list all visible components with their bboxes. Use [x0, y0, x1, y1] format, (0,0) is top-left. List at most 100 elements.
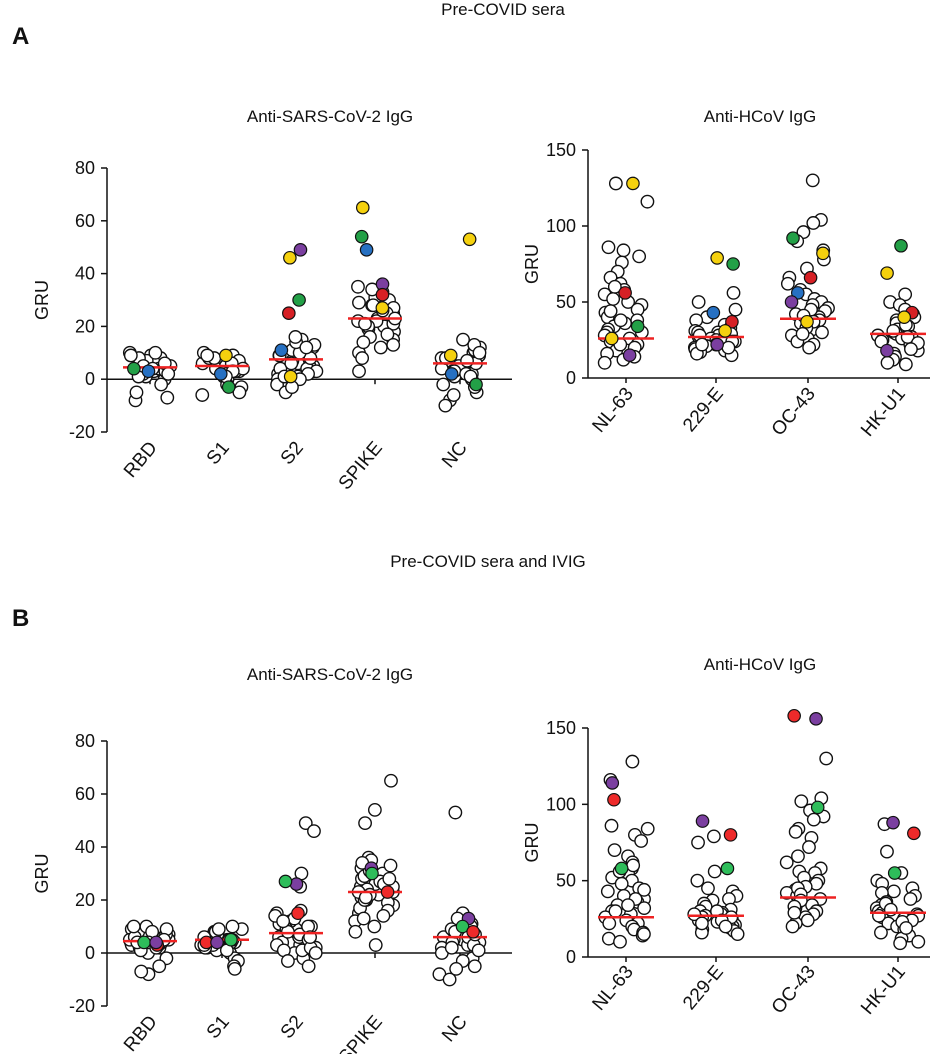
data-point	[726, 285, 741, 300]
highlight-point-yellow	[355, 200, 370, 215]
category-label: S2	[277, 1012, 308, 1043]
data-point	[718, 919, 733, 934]
category-label: NL-63	[588, 384, 637, 437]
category-label: RBD	[120, 1012, 162, 1054]
category-label: OC-43	[768, 384, 820, 440]
data-point	[351, 279, 365, 294]
data-point	[358, 816, 372, 831]
data-point	[299, 340, 314, 355]
highlight-point-purple	[886, 815, 900, 830]
highlight-point-green	[630, 319, 645, 334]
highlight-point-red	[282, 306, 296, 320]
y-tick-label: 100	[546, 216, 576, 236]
data-point	[386, 337, 401, 352]
data-point	[301, 959, 316, 974]
highlight-point-red	[380, 885, 395, 899]
y-tick-label: 50	[556, 292, 576, 312]
highlight-point-green	[894, 238, 908, 253]
y-axis-label: GRU	[522, 244, 542, 284]
highlight-point-yellow	[816, 246, 830, 261]
y-axis-label: GRU	[522, 823, 542, 863]
y-tick-label: 150	[546, 140, 576, 160]
y-tick-label: 100	[546, 794, 576, 814]
highlight-point-red	[466, 924, 480, 939]
data-point	[352, 295, 366, 310]
panel-letter-a: A	[12, 23, 29, 50]
highlight-point-yellow	[462, 232, 477, 247]
category-label: 229-E	[679, 384, 728, 436]
y-tick-label: -20	[69, 422, 95, 442]
highlight-point-purple	[695, 814, 710, 828]
data-point	[886, 323, 901, 338]
highlight-point-purple	[784, 295, 799, 309]
data-point	[607, 843, 622, 858]
data-point	[602, 916, 617, 931]
data-point	[449, 962, 464, 976]
data-point	[232, 385, 247, 400]
y-axis-label: GRU	[32, 280, 52, 320]
y-tick-label: -20	[69, 996, 95, 1016]
data-point	[603, 304, 618, 319]
data-point	[695, 916, 709, 931]
data-point	[471, 943, 486, 958]
plot-b-anti-hcov: Anti-HCoV IgG GRU 0 50 100 150 NL-63 229-E OC-43…	[522, 655, 930, 1019]
data-point	[800, 913, 815, 928]
y-tick-label: 60	[75, 211, 95, 231]
highlight-point-green	[127, 361, 141, 376]
highlight-point-purple	[710, 337, 724, 352]
highlight-point-green	[469, 377, 483, 392]
highlight-point-yellow	[283, 250, 297, 265]
highlight-point-green	[292, 293, 306, 307]
category-label: RBD	[120, 438, 162, 482]
data-point	[367, 919, 382, 934]
highlight-point-green	[726, 257, 740, 271]
data-point	[690, 873, 705, 888]
data-point	[442, 972, 457, 987]
highlight-point-blue	[359, 243, 374, 257]
data-point	[899, 921, 913, 935]
data-point	[637, 927, 651, 941]
highlight-point-purple	[293, 243, 308, 257]
data-point	[448, 805, 463, 820]
data-point	[276, 914, 291, 929]
highlight-point-green	[720, 861, 735, 876]
data-point	[160, 390, 175, 405]
data-point	[367, 803, 382, 817]
highlight-point-red	[618, 286, 632, 300]
data-point	[348, 924, 363, 939]
category-label: NL-63	[588, 962, 637, 1015]
data-point	[806, 216, 821, 230]
data-point	[780, 276, 795, 291]
data-point	[604, 818, 619, 833]
data-point	[601, 931, 616, 946]
data-point	[607, 279, 622, 294]
highlight-point-green	[137, 935, 151, 950]
data-point	[472, 345, 487, 360]
plot-a-anti-hcov: Anti-HCoV IgG GRU 0 50 100 150 NL-63 229-E OC-43…	[522, 107, 930, 441]
y-tick-label: 50	[556, 871, 576, 891]
y-tick-label: 20	[75, 316, 95, 336]
highlight-point-yellow	[880, 266, 894, 280]
y-tick-label: 0	[566, 947, 576, 967]
panel-letter-b: B	[12, 605, 29, 632]
highlight-point-purple	[149, 935, 163, 950]
data-point	[903, 892, 918, 906]
data-point	[355, 351, 370, 365]
data-point	[695, 337, 709, 352]
highlight-point-green	[614, 861, 629, 876]
data-point	[601, 240, 616, 255]
data-point	[384, 773, 398, 788]
y-tick-label: 40	[75, 837, 95, 857]
data-point	[911, 934, 926, 949]
highlight-point-yellow	[375, 301, 390, 315]
data-point	[728, 302, 743, 317]
data-point	[637, 901, 652, 916]
data-point	[904, 342, 918, 357]
data-point	[613, 313, 628, 328]
data-point	[880, 844, 894, 859]
data-point	[721, 340, 736, 355]
y-tick-label: 80	[75, 158, 95, 178]
section-title-b: Pre-COVID sera and IVIG	[390, 552, 586, 571]
